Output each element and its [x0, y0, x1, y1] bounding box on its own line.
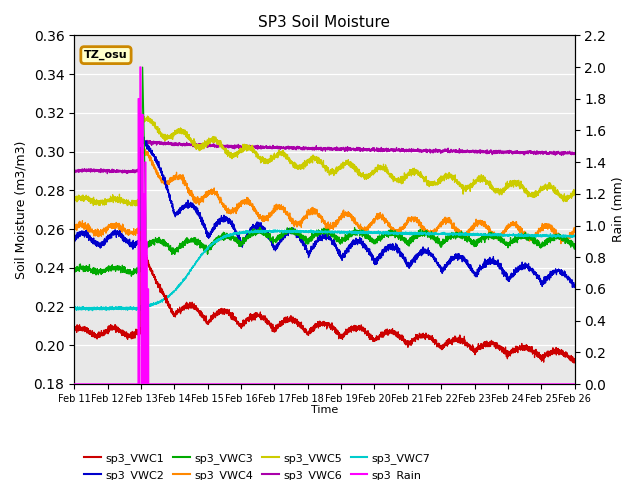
- Y-axis label: Soil Moisture (m3/m3): Soil Moisture (m3/m3): [15, 141, 28, 279]
- Y-axis label: Rain (mm): Rain (mm): [612, 177, 625, 242]
- X-axis label: Time: Time: [311, 405, 338, 415]
- Legend: sp3_VWC1, sp3_VWC2, sp3_VWC3, sp3_VWC4, sp3_VWC5, sp3_VWC6, sp3_VWC7, sp3_Rain: sp3_VWC1, sp3_VWC2, sp3_VWC3, sp3_VWC4, …: [80, 449, 435, 480]
- Title: SP3 Soil Moisture: SP3 Soil Moisture: [259, 15, 390, 30]
- Text: TZ_osu: TZ_osu: [84, 50, 128, 60]
